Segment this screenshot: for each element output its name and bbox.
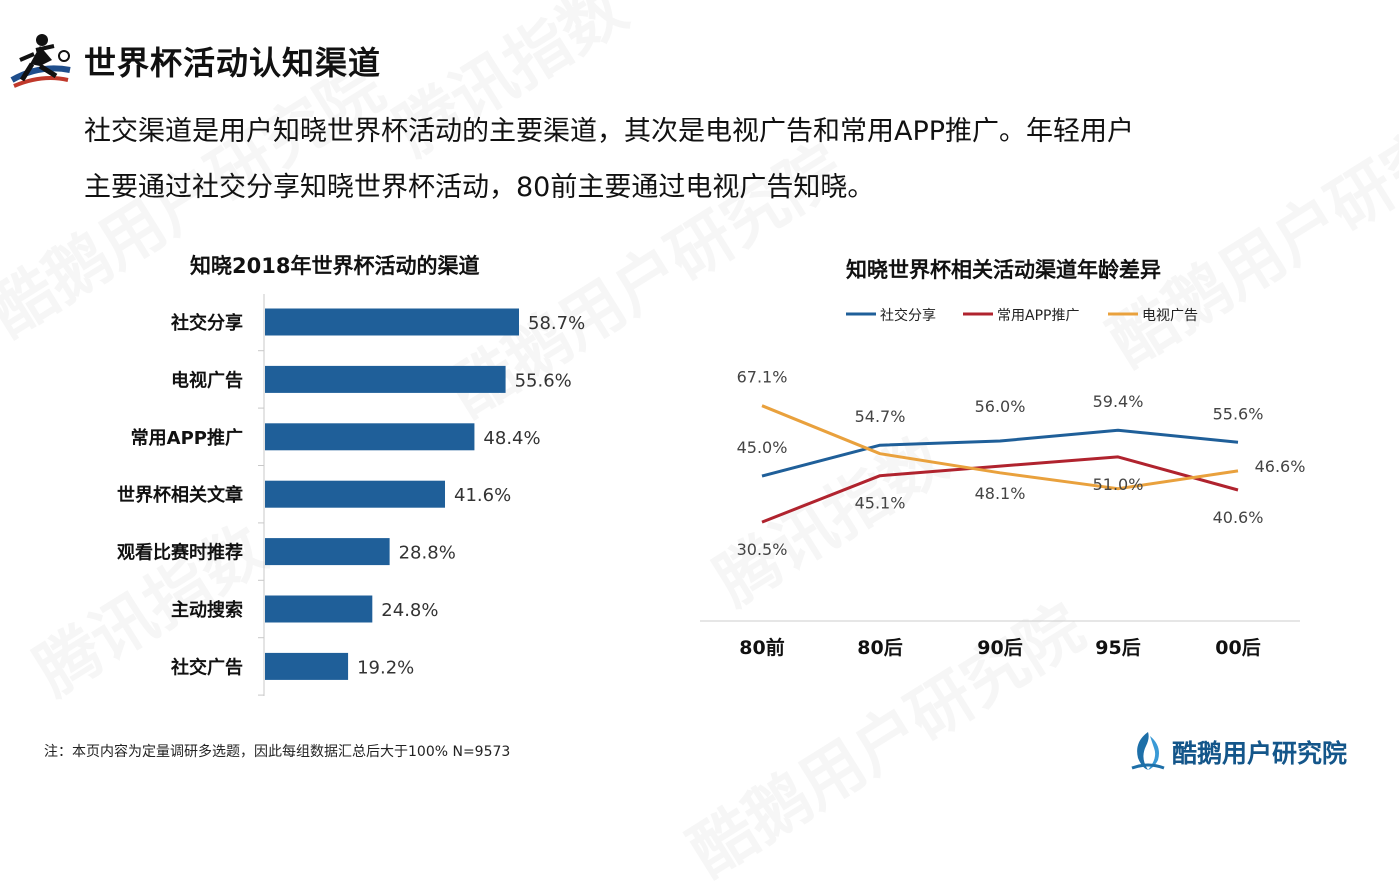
bar [265, 365, 506, 393]
series-data-label: 46.6% [1255, 457, 1306, 476]
bar-chart-title: 知晓2018年世界杯活动的渠道 [190, 254, 480, 278]
bar [265, 595, 373, 623]
line-x-tick-label: 00后 [1215, 637, 1260, 659]
penguin-logo-icon [1131, 732, 1165, 770]
legend-label: 常用APP推广 [997, 308, 1079, 324]
series-data-label: 45.0% [737, 438, 788, 457]
line-x-tick-label: 80后 [857, 637, 902, 659]
bar-category-label: 电视广告 [171, 369, 243, 391]
summary-line: 主要通过社交分享知晓世界杯活动，80前主要通过电视广告知晓。 [84, 172, 875, 203]
series-data-label: 48.1% [975, 484, 1026, 503]
bar-category-label: 常用APP推广 [131, 427, 243, 449]
world-cup-player-icon [10, 34, 71, 88]
bar-value-label: 55.6% [515, 370, 572, 391]
bar-category-label: 世界杯相关文章 [117, 484, 243, 506]
legend-label: 电视广告 [1142, 308, 1198, 324]
footnote: 注：本页内容为定量调研多选题，因此每组数据汇总后大于100% N=9573 [44, 744, 511, 760]
series-data-label: 67.1% [737, 368, 788, 387]
series-line [761, 428, 1239, 478]
bar-category-label: 主动搜索 [171, 599, 243, 621]
series-data-label: 59.4% [1093, 392, 1144, 411]
bar [265, 308, 519, 336]
line-x-tick-label: 95后 [1095, 637, 1140, 659]
line-chart-title: 知晓世界杯相关活动渠道年龄差异 [846, 258, 1161, 282]
bar-value-label: 58.7% [528, 313, 585, 334]
summary-text: 社交渠道是用户知晓世界杯活动的主要渠道，其次是电视广告和常用APP推广。年轻用户… [84, 104, 1354, 216]
brand-name: 酷鹅用户研究院 [1172, 739, 1348, 768]
bar-value-label: 28.8% [399, 543, 456, 564]
series-data-label: 45.1% [855, 494, 906, 513]
bar-category-label: 观看比赛时推荐 [117, 542, 243, 564]
series-line [761, 455, 1239, 524]
series-data-label: 51.0% [1093, 475, 1144, 494]
series-line [761, 404, 1239, 491]
line-x-tick-label: 80前 [739, 636, 784, 659]
bar-category-label: 社交分享 [171, 312, 243, 334]
bar [265, 480, 446, 508]
page-title: 世界杯活动认知渠道 [84, 44, 382, 82]
series-data-label: 30.5% [737, 540, 788, 559]
series-data-label: 40.6% [1213, 508, 1264, 527]
bar-value-label: 48.4% [483, 428, 540, 449]
bar [265, 538, 390, 566]
bar-value-label: 19.2% [357, 657, 414, 678]
series-data-label: 55.6% [1213, 404, 1264, 423]
bar [265, 423, 475, 451]
series-data-label: 54.7% [855, 407, 906, 426]
legend-label: 社交分享 [880, 307, 936, 324]
bar-chart: 社交分享 58.7% 电视广告 55.6% 常用APP推广 48.4% 世界杯相关文章 41.… [117, 294, 585, 696]
bar-value-label: 24.8% [381, 600, 438, 621]
series-data-label: 56.0% [975, 397, 1026, 416]
line-chart: 社交分享 常用APP推广 电视广告 80前 80后 90后 95后 00后 45.0% 54.7%… [700, 307, 1306, 659]
bar-category-label: 社交广告 [171, 656, 243, 678]
summary-line: 社交渠道是用户知晓世界杯活动的主要渠道，其次是电视广告和常用APP推广。年轻用户 [84, 116, 1135, 147]
bar-value-label: 41.6% [454, 485, 511, 506]
bar [265, 652, 349, 680]
line-x-tick-label: 90后 [977, 637, 1022, 659]
